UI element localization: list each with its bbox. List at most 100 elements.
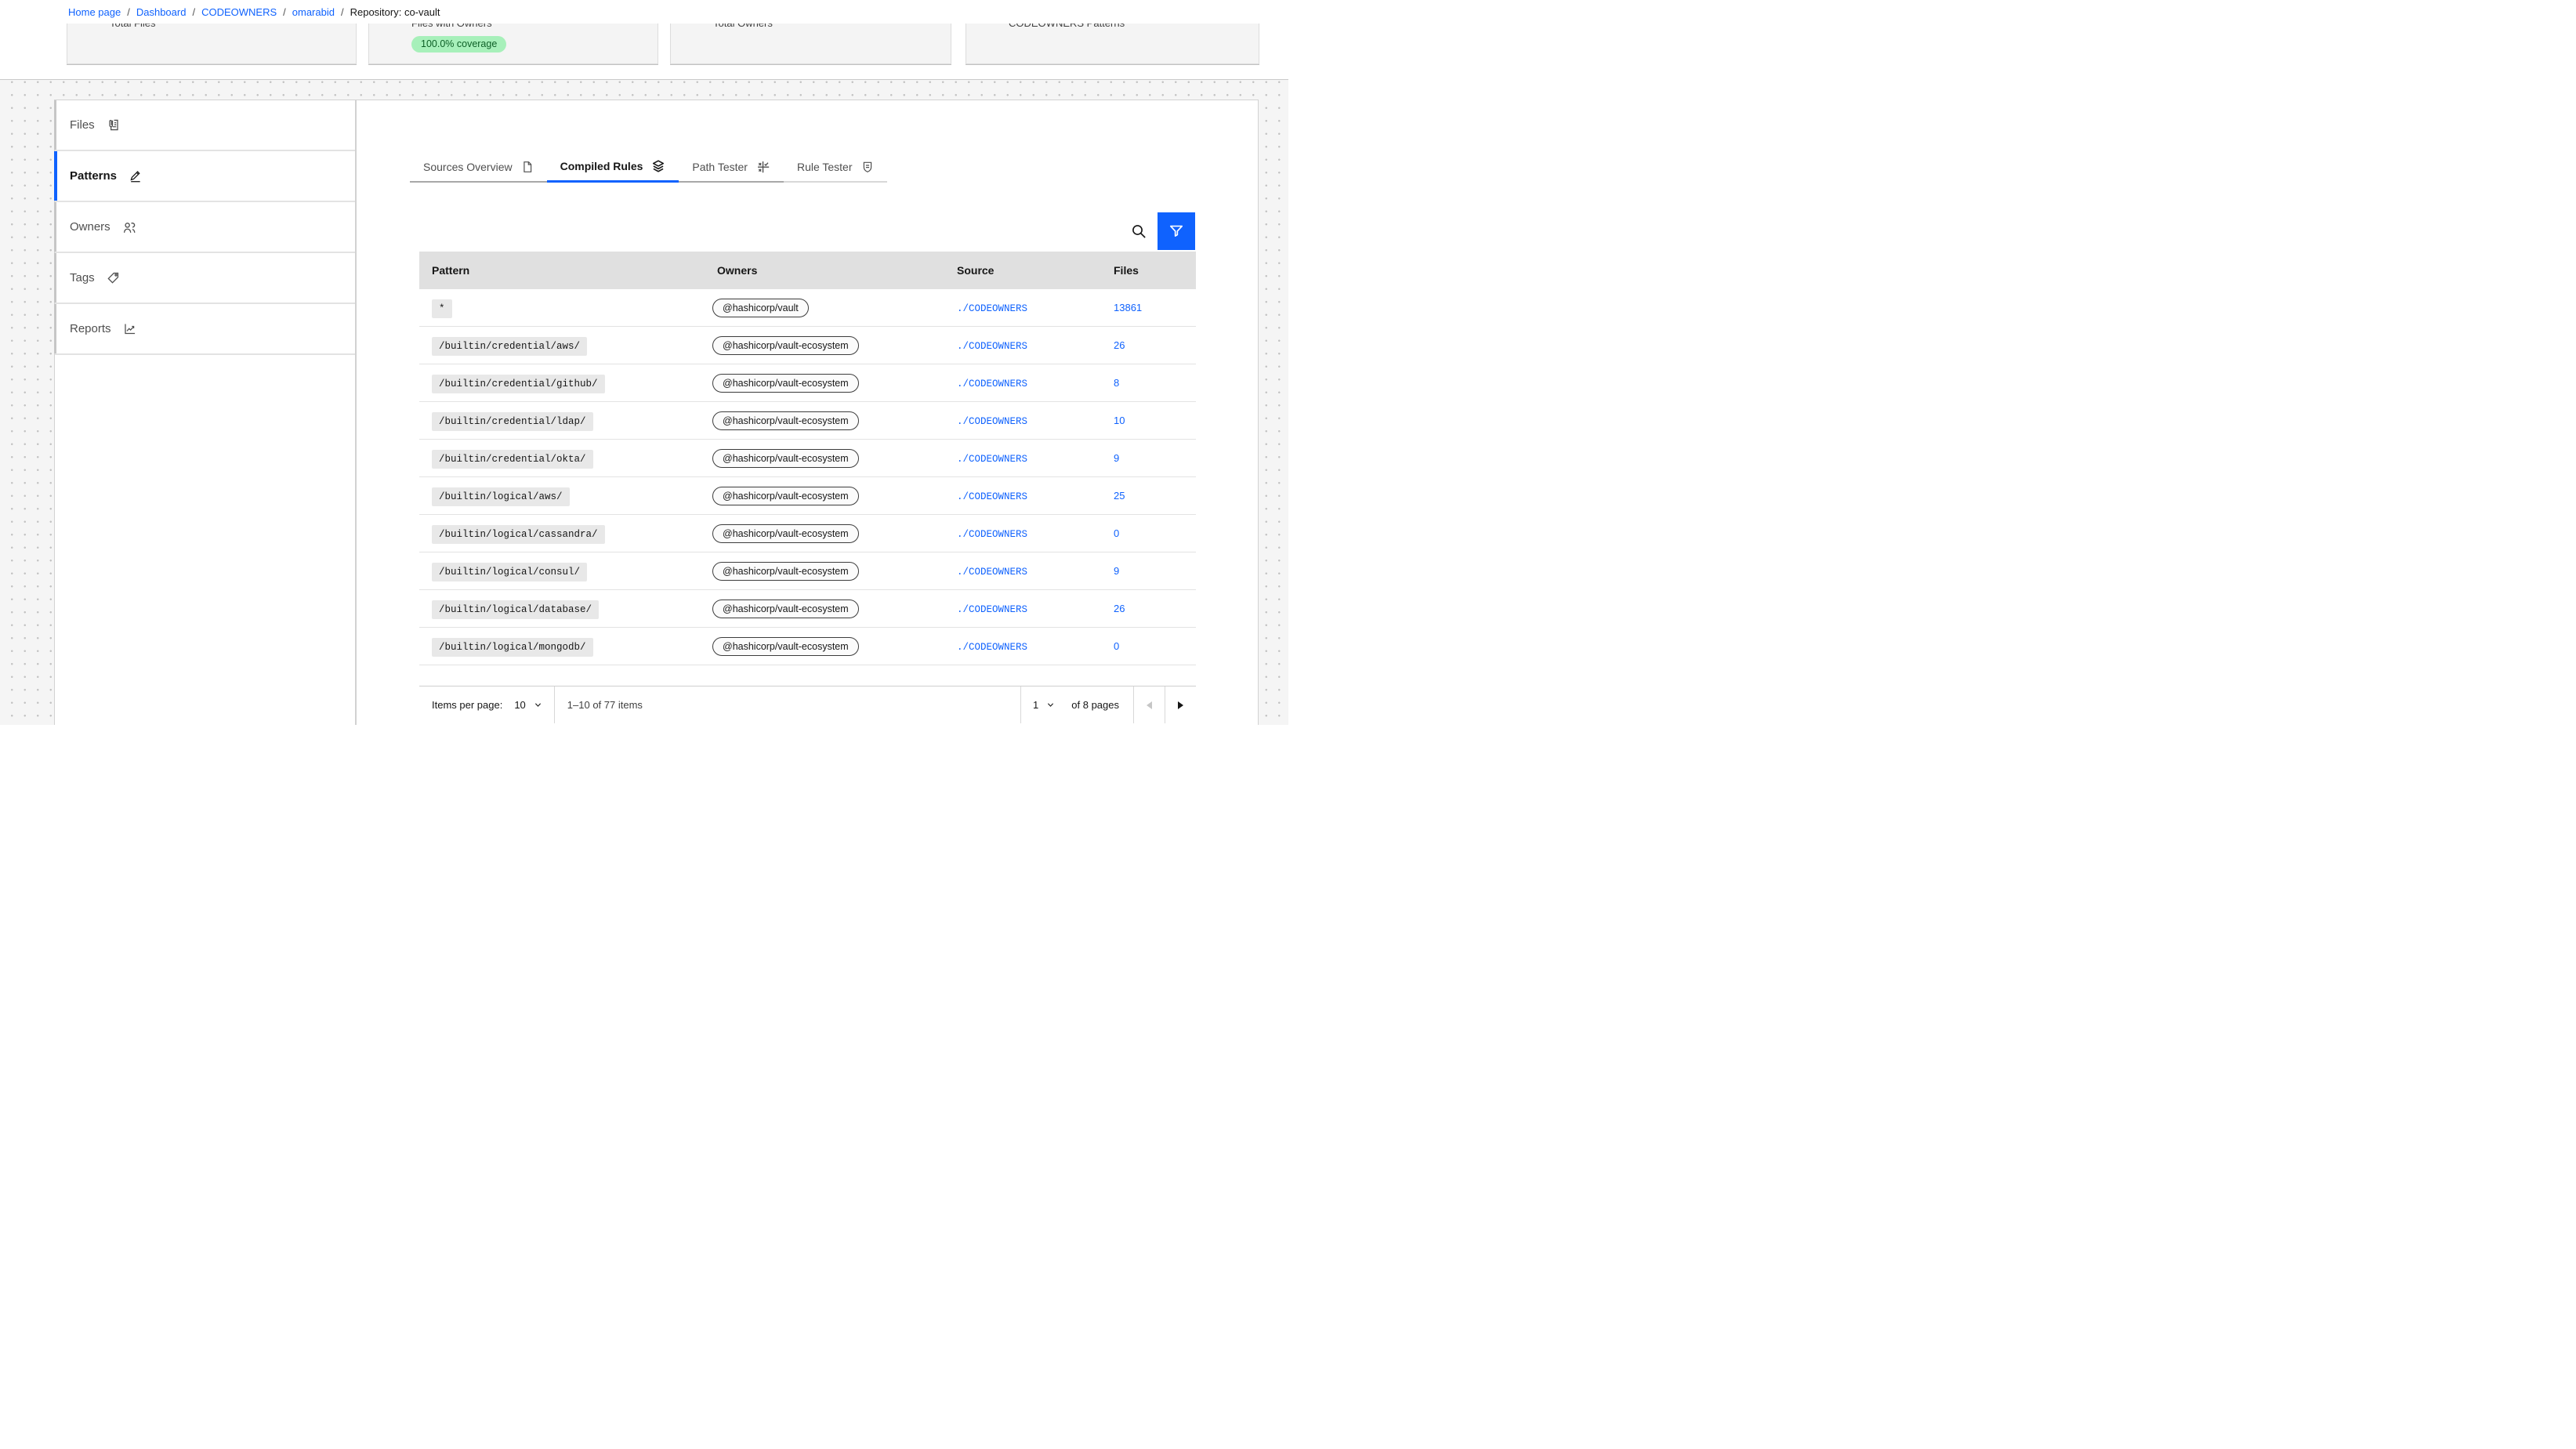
- files-cell: 8: [1098, 377, 1196, 389]
- column-header-owners: Owners: [717, 264, 758, 277]
- path-tester-icon: [756, 160, 770, 174]
- column-header-files: Files: [1114, 264, 1139, 277]
- breadcrumb: Home page / Dashboard / CODEOWNERS / omarabid /…: [0, 0, 1288, 18]
- sidebar-item-patterns[interactable]: Patterns: [54, 151, 355, 202]
- breadcrumb-separator: /: [192, 6, 196, 18]
- source-cell: ./CODEOWNERS: [946, 377, 1098, 389]
- tab-rule-tester[interactable]: Rule Tester: [783, 152, 887, 183]
- source-link[interactable]: ./CODEOWNERS: [957, 491, 1028, 502]
- caret-left-icon: [1147, 701, 1152, 709]
- files-count-link[interactable]: 8: [1114, 377, 1120, 389]
- sidebar-item-files[interactable]: Files: [54, 100, 355, 151]
- breadcrumb-link[interactable]: omarabid: [292, 6, 335, 18]
- source-cell: ./CODEOWNERS: [946, 603, 1098, 615]
- owners-cell: @hashicorp/vault-ecosystem: [706, 373, 946, 393]
- files-count-link[interactable]: 0: [1114, 527, 1120, 539]
- owner-tag: @hashicorp/vault-ecosystem: [712, 636, 859, 656]
- pattern-cell: /builtin/credential/github/: [419, 374, 706, 393]
- files-count-link[interactable]: 9: [1114, 452, 1120, 464]
- owner-tag: @hashicorp/vault-ecosystem: [712, 335, 859, 355]
- owner-tag: @hashicorp/vault-ecosystem: [712, 448, 859, 468]
- source-link[interactable]: ./CODEOWNERS: [957, 566, 1028, 578]
- table-row: /builtin/credential/aws/ @hashicorp/vault…: [419, 327, 1196, 364]
- files-count-link[interactable]: 25: [1114, 490, 1125, 502]
- next-page-button[interactable]: [1165, 686, 1196, 723]
- breadcrumb-link[interactable]: Home page: [68, 6, 121, 18]
- table-row: /builtin/logical/consul/ @hashicorp/vault…: [419, 552, 1196, 590]
- owners-cell: @hashicorp/vault-ecosystem: [706, 636, 946, 656]
- page-number-select[interactable]: 1: [1021, 686, 1067, 723]
- filter-button[interactable]: [1158, 212, 1195, 250]
- files-count-link[interactable]: 13861: [1114, 302, 1143, 313]
- tab-sources-overview[interactable]: Sources Overview: [410, 152, 547, 183]
- tab-label: Sources Overview: [423, 160, 513, 173]
- files-count-link[interactable]: 0: [1114, 640, 1120, 652]
- previous-page-button[interactable]: [1133, 686, 1165, 723]
- source-cell: ./CODEOWNERS: [946, 565, 1098, 578]
- chevron-down-icon: [1046, 701, 1055, 709]
- pattern-chip: /builtin/credential/okta/: [432, 449, 593, 469]
- pattern-chip: /builtin/logical/database/: [432, 600, 600, 619]
- owners-cell: @hashicorp/vault-ecosystem: [706, 335, 946, 355]
- search-button[interactable]: [1120, 212, 1158, 250]
- files-count-link[interactable]: 26: [1114, 339, 1125, 351]
- source-link[interactable]: ./CODEOWNERS: [957, 415, 1028, 427]
- main-panel: Sources Overview Compiled Rules Path Teste…: [356, 100, 1259, 725]
- page-size-select[interactable]: 10: [502, 686, 553, 723]
- source-link[interactable]: ./CODEOWNERS: [957, 378, 1028, 389]
- sidebar-item-reports[interactable]: Reports: [54, 304, 355, 355]
- pattern-chip: /builtin/logical/cassandra/: [432, 524, 605, 544]
- breadcrumb-current: Repository: co-vault: [350, 6, 440, 18]
- pattern-chip: /builtin/credential/github/: [432, 374, 605, 393]
- files-count-link[interactable]: 26: [1114, 603, 1125, 614]
- owner-tag: @hashicorp/vault-ecosystem: [712, 373, 859, 393]
- breadcrumb-separator: /: [127, 6, 130, 18]
- source-link[interactable]: ./CODEOWNERS: [957, 302, 1028, 314]
- source-cell: ./CODEOWNERS: [946, 415, 1098, 427]
- files-count-link[interactable]: 9: [1114, 565, 1120, 577]
- filter-icon: [1168, 223, 1184, 239]
- tab-path-tester[interactable]: Path Tester: [679, 152, 784, 183]
- breadcrumb-link[interactable]: Dashboard: [136, 6, 187, 18]
- source-link[interactable]: ./CODEOWNERS: [957, 340, 1028, 352]
- table-row: * @hashicorp/vault ./CODEOWNERS 13861: [419, 289, 1196, 327]
- sidebar-item-tags[interactable]: Tags: [54, 253, 355, 304]
- source-cell: ./CODEOWNERS: [946, 527, 1098, 540]
- owner-tag: @hashicorp/vault-ecosystem: [712, 411, 859, 430]
- source-cell: ./CODEOWNERS: [946, 452, 1098, 465]
- chart-line-icon: [123, 322, 136, 335]
- tab-bar: Sources Overview Compiled Rules Path Teste…: [410, 152, 887, 183]
- breadcrumb-link[interactable]: CODEOWNERS: [201, 6, 277, 18]
- breadcrumb-separator: /: [283, 6, 286, 18]
- source-link[interactable]: ./CODEOWNERS: [957, 641, 1028, 653]
- owners-cell: @hashicorp/vault-ecosystem: [706, 599, 946, 618]
- source-link[interactable]: ./CODEOWNERS: [957, 453, 1028, 465]
- tag-icon: [107, 271, 120, 284]
- pattern-chip: /builtin/logical/aws/: [432, 487, 570, 506]
- source-link[interactable]: ./CODEOWNERS: [957, 528, 1028, 540]
- pattern-cell: /builtin/credential/ldap/: [419, 411, 706, 431]
- pattern-chip: /builtin/credential/ldap/: [432, 411, 593, 431]
- layers-icon: [651, 159, 665, 173]
- breadcrumb-separator: /: [340, 6, 344, 18]
- pagination-right: 1 of 8 pages: [1020, 686, 1196, 723]
- files-count-link[interactable]: 10: [1114, 415, 1125, 426]
- files-cell: 9: [1098, 452, 1196, 464]
- tab-label: Compiled Rules: [560, 160, 643, 172]
- source-link[interactable]: ./CODEOWNERS: [957, 603, 1028, 615]
- tab-label: Rule Tester: [796, 160, 853, 173]
- sidebar-item-label: Owners: [70, 220, 111, 234]
- owner-tag: @hashicorp/vault: [712, 298, 809, 317]
- sidebar-item-owners[interactable]: Owners: [54, 202, 355, 253]
- files-cell: 0: [1098, 640, 1196, 652]
- tab-label: Path Tester: [692, 160, 748, 173]
- pages-count-label: of 8 pages: [1071, 699, 1119, 711]
- files-cell: 0: [1098, 527, 1196, 539]
- page: Total FilesFiles with Owners100.0% cover…: [0, 0, 1288, 725]
- owner-tag: @hashicorp/vault-ecosystem: [712, 523, 859, 543]
- caret-right-icon: [1178, 701, 1183, 709]
- tab-compiled-rules[interactable]: Compiled Rules: [546, 152, 679, 183]
- pattern-chip: /builtin/logical/mongodb/: [432, 637, 593, 657]
- pattern-cell: /builtin/credential/aws/: [419, 336, 706, 356]
- table-header-row: Pattern Owners Source Files: [419, 252, 1196, 289]
